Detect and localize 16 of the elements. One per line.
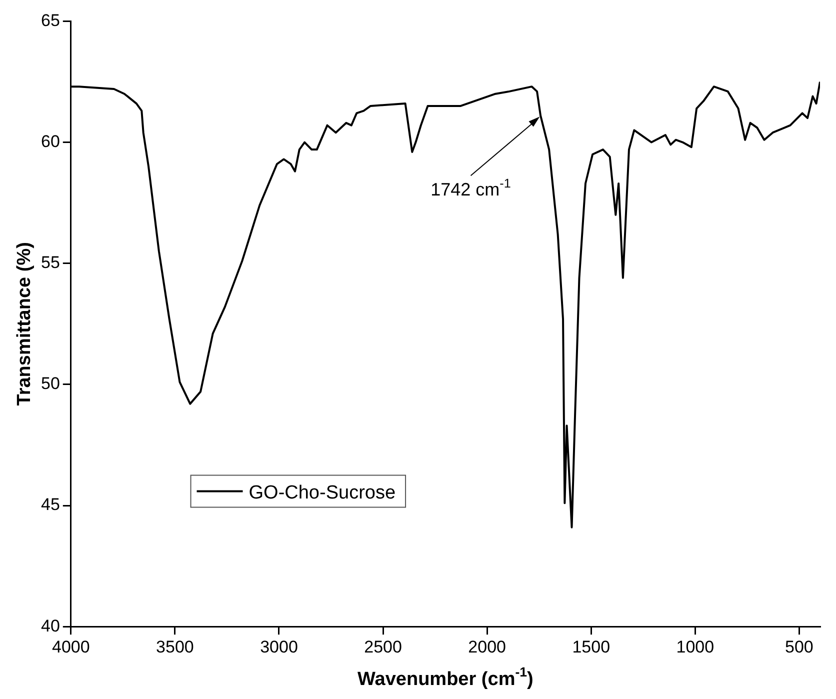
y-tick-label: 40 xyxy=(40,616,60,636)
x-tick-label: 3000 xyxy=(260,637,298,656)
x-tick-label: 2500 xyxy=(364,637,402,656)
legend-label: GO-Cho-Sucrose xyxy=(248,482,396,504)
y-axis-title: Transmittance (%) xyxy=(14,242,35,406)
y-tick-label: 50 xyxy=(40,374,60,394)
x-tick-label: 2000 xyxy=(468,637,506,656)
y-tick-label: 60 xyxy=(40,132,60,151)
x-tick-label: 3500 xyxy=(156,637,194,656)
y-tick-label: 65 xyxy=(40,10,60,30)
x-tick-label: 1500 xyxy=(572,637,610,656)
y-tick-label: 45 xyxy=(40,495,60,514)
x-tick-label: 500 xyxy=(785,637,814,656)
y-tick-label: 55 xyxy=(40,253,60,272)
x-tick-label: 4000 xyxy=(52,637,90,656)
x-tick-label: 1000 xyxy=(676,637,714,656)
